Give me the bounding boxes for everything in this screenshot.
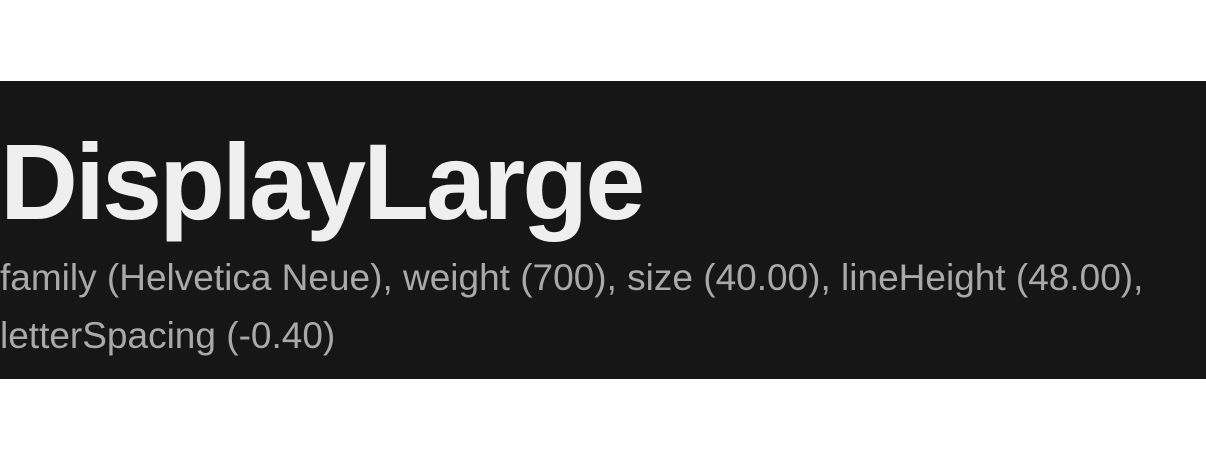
style-name: DisplayLarge — [0, 121, 645, 242]
style-description: family (Helvetica Neue), weight (700), s… — [0, 257, 1144, 356]
typography-sample-panel: DisplayLarge family (Helvetica Neue), we… — [0, 81, 1206, 379]
